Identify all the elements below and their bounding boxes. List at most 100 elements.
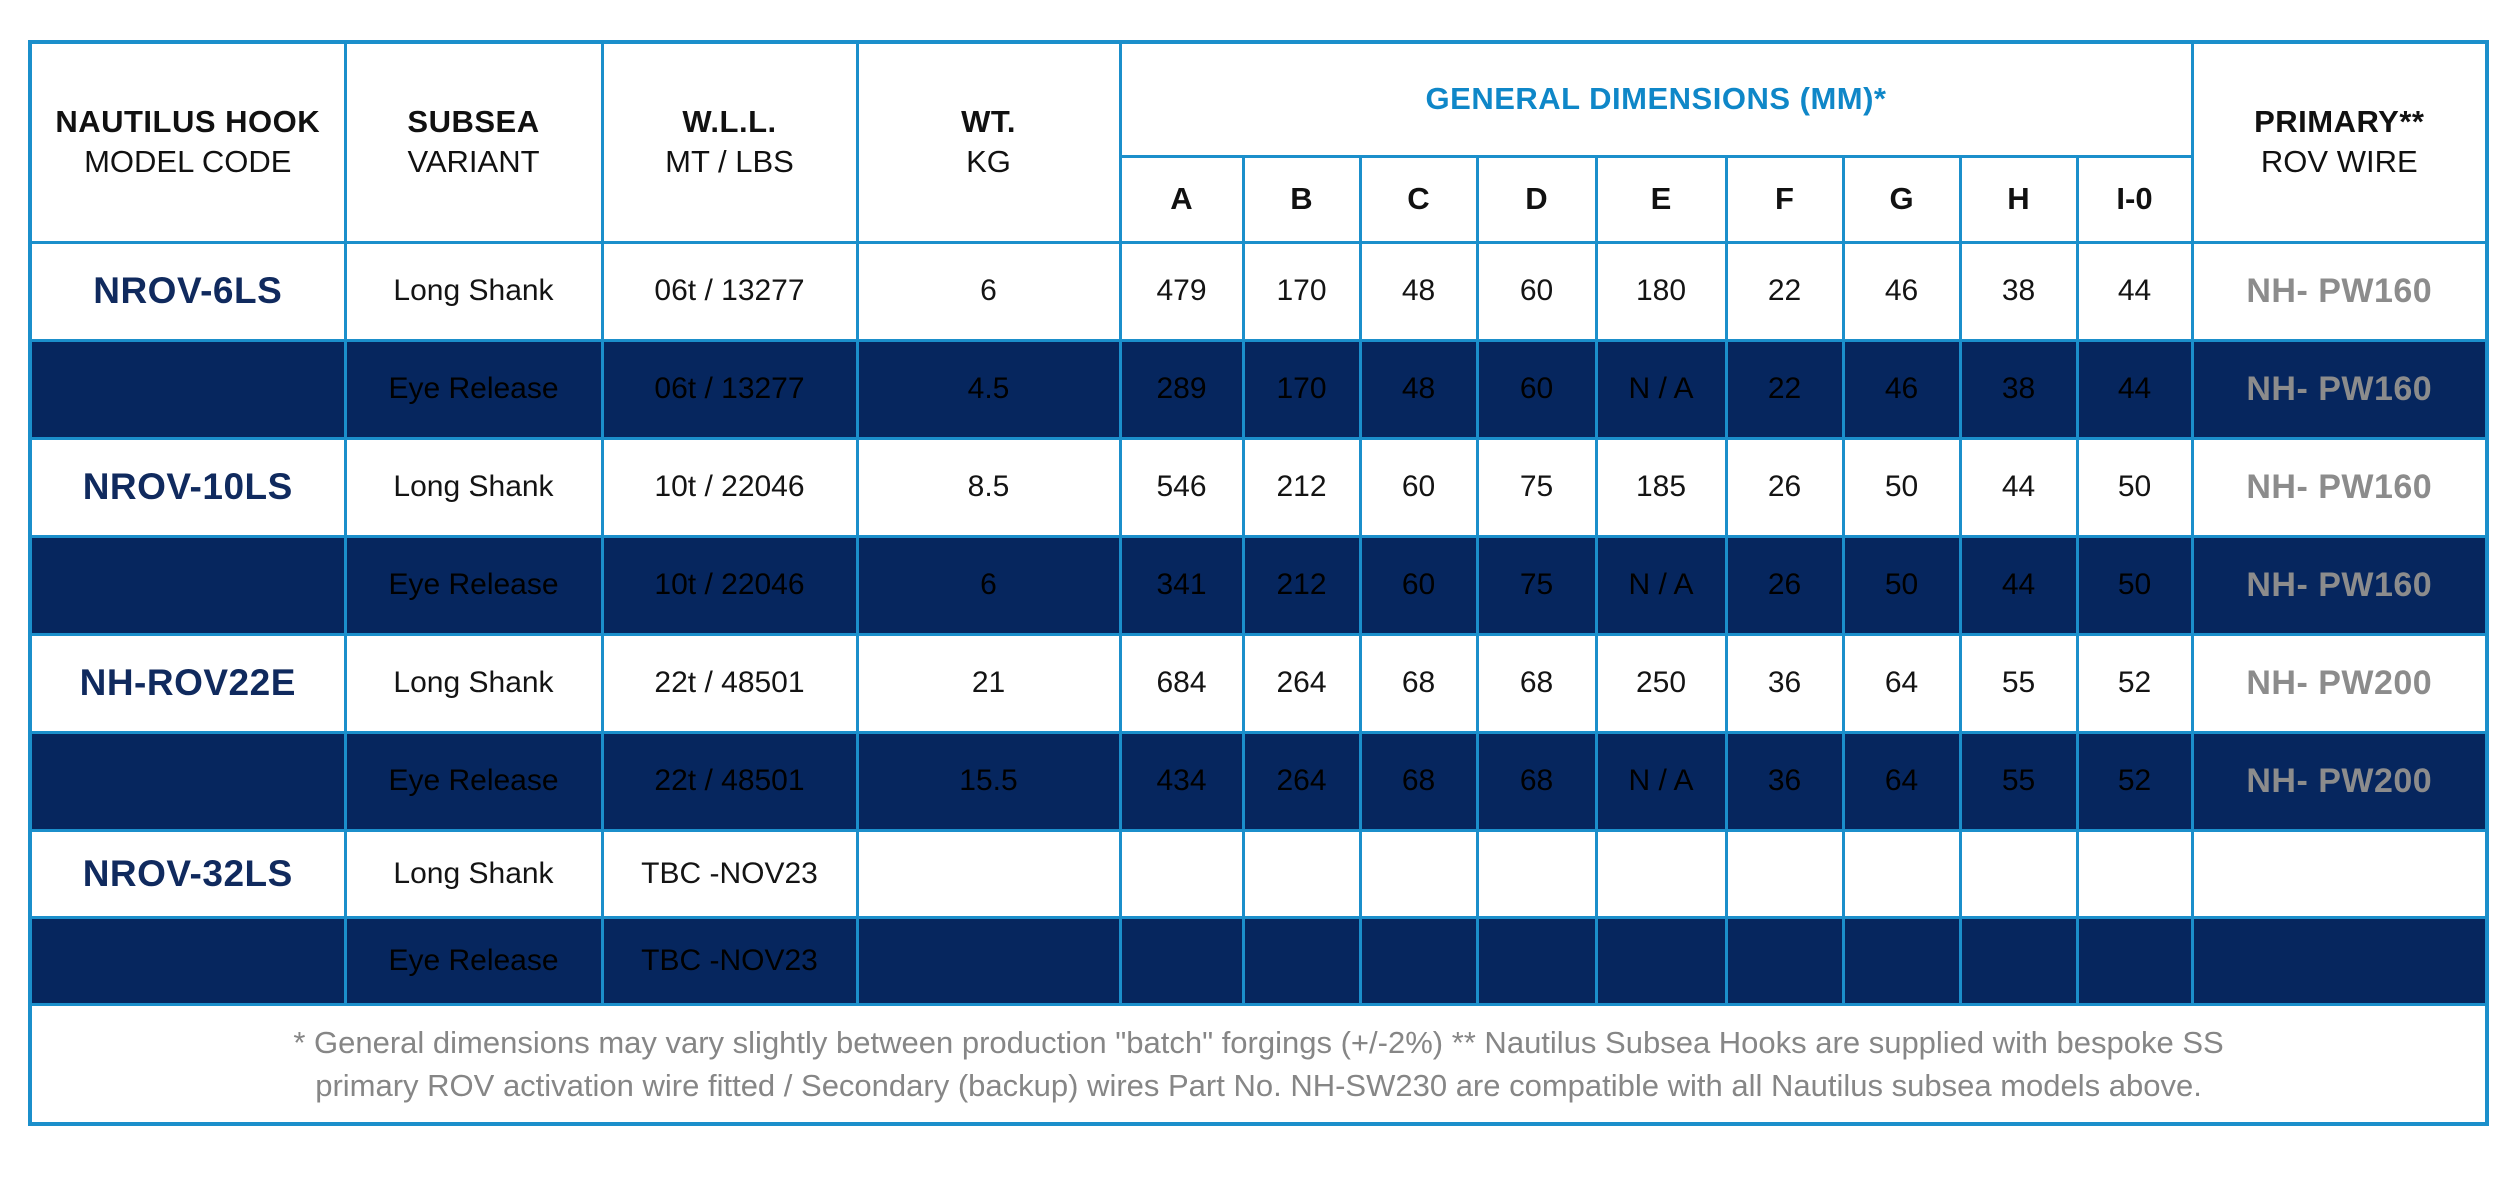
- cell-dim-h: 44: [1958, 534, 2079, 636]
- cell-dim-d: 68: [1475, 632, 1598, 734]
- cell-rov-wire: [2190, 915, 2489, 1006]
- cell-dim-c: 48: [1358, 338, 1479, 440]
- cell-rov-wire: NH- PW160: [2190, 534, 2489, 636]
- cell-dim-c: 68: [1358, 730, 1479, 832]
- cell-dim-a: 341: [1118, 534, 1245, 636]
- cell-model-code: [28, 338, 347, 440]
- cell-dim-e: 185: [1594, 436, 1728, 538]
- table-header: NAUTILUS HOOK MODEL CODE SUBSEA VARIANT …: [28, 40, 2489, 244]
- cell-dim-h: 38: [1958, 240, 2079, 342]
- cell-dim-g: [1841, 915, 1962, 1006]
- header-subsea-line1: SUBSEA: [407, 104, 540, 140]
- cell-model-code: [28, 915, 347, 1006]
- cell-wll: TBC -NOV23: [600, 828, 859, 919]
- header-dim-f: F: [1724, 154, 1845, 244]
- spec-table-container: NAUTILUS HOOK MODEL CODE SUBSEA VARIANT …: [28, 40, 2490, 1126]
- header-wt-line1: WT.: [961, 104, 1016, 140]
- cell-dim-e: N / A: [1594, 730, 1728, 832]
- header-model-code-line2: MODEL CODE: [84, 144, 292, 180]
- cell-dim-e: N / A: [1594, 338, 1728, 440]
- cell-variant: Eye Release: [343, 534, 604, 636]
- header-dim-i0: I-0: [2075, 154, 2194, 244]
- header-wt: WT. KG: [855, 40, 1122, 244]
- cell-dim-f: 26: [1724, 436, 1845, 538]
- cell-wt: 21: [855, 632, 1122, 734]
- cell-rov-wire: [2190, 828, 2489, 919]
- cell-wt: 15.5: [855, 730, 1122, 832]
- cell-model-code: NH-ROV22E: [28, 632, 347, 734]
- cell-dim-f: [1724, 828, 1845, 919]
- cell-variant: Long Shank: [343, 436, 604, 538]
- header-dim-e: E: [1594, 154, 1728, 244]
- header-wll-line1: W.L.L.: [682, 104, 777, 140]
- header-dim-a: A: [1118, 154, 1245, 244]
- cell-dim-f: 26: [1724, 534, 1845, 636]
- cell-wll: 10t / 22046: [600, 436, 859, 538]
- cell-wt: 6: [855, 534, 1122, 636]
- table-row: NROV-10LS Long Shank 10t / 22046 8.5 546…: [28, 436, 2489, 538]
- cell-dim-g: 46: [1841, 240, 1962, 342]
- cell-rov-wire: NH- PW160: [2190, 338, 2489, 440]
- table-row: Eye Release TBC -NOV23: [28, 915, 2489, 1006]
- cell-model-code: [28, 534, 347, 636]
- cell-dim-g: 50: [1841, 436, 1962, 538]
- cell-dim-c: [1358, 915, 1479, 1006]
- cell-dim-h: 38: [1958, 338, 2079, 440]
- cell-wll: 22t / 48501: [600, 730, 859, 832]
- cell-dim-g: 64: [1841, 632, 1962, 734]
- cell-dim-d: 75: [1475, 534, 1598, 636]
- cell-dim-f: 36: [1724, 730, 1845, 832]
- cell-variant: Long Shank: [343, 828, 604, 919]
- cell-dim-c: [1358, 828, 1479, 919]
- cell-rov-wire: NH- PW200: [2190, 730, 2489, 832]
- cell-dim-i0: [2075, 828, 2194, 919]
- cell-dim-g: [1841, 828, 1962, 919]
- cell-dim-g: 50: [1841, 534, 1962, 636]
- cell-dim-b: 170: [1241, 240, 1362, 342]
- cell-variant: Eye Release: [343, 915, 604, 1006]
- header-row-dim-letters: A B C D E F G H I-0: [30, 154, 2487, 244]
- cell-dim-d: 68: [1475, 730, 1598, 832]
- header-dim-c: C: [1358, 154, 1479, 244]
- footnote-line-2: primary ROV activation wire fitted / Sec…: [315, 1067, 2202, 1103]
- cell-dim-b: [1241, 828, 1362, 919]
- cell-wt: [855, 828, 1122, 919]
- cell-rov-wire: NH- PW160: [2190, 436, 2489, 538]
- cell-dim-e: 250: [1594, 632, 1728, 734]
- header-model-code: NAUTILUS HOOK MODEL CODE: [28, 40, 347, 244]
- cell-dim-f: 22: [1724, 338, 1845, 440]
- table-row: Eye Release 06t / 13277 4.5 289 170 48 6…: [28, 338, 2489, 440]
- cell-dim-i0: 52: [2075, 632, 2194, 734]
- cell-dim-i0: [2075, 915, 2194, 1006]
- header-primary-line1: PRIMARY**: [2254, 104, 2425, 140]
- cell-wt: 8.5: [855, 436, 1122, 538]
- cell-variant: Long Shank: [343, 632, 604, 734]
- cell-dim-i0: 50: [2075, 436, 2194, 538]
- header-dim-h: H: [1958, 154, 2079, 244]
- cell-dim-d: [1475, 828, 1598, 919]
- cell-dim-h: 44: [1958, 436, 2079, 538]
- cell-rov-wire: NH- PW200: [2190, 632, 2489, 734]
- table-row: Eye Release 22t / 48501 15.5 434 264 68 …: [28, 730, 2489, 832]
- header-dim-g: G: [1841, 154, 1962, 244]
- cell-dim-d: [1475, 915, 1598, 1006]
- cell-model-code: NROV-32LS: [28, 828, 347, 919]
- header-general-dimensions: GENERAL DIMENSIONS (MM)*: [1118, 40, 2194, 158]
- cell-variant: Long Shank: [343, 240, 604, 342]
- cell-dim-c: 60: [1358, 534, 1479, 636]
- header-dim-b: B: [1241, 154, 1362, 244]
- header-subsea-variant: SUBSEA VARIANT: [343, 40, 604, 244]
- cell-dim-e: N / A: [1594, 534, 1728, 636]
- cell-dim-b: 170: [1241, 338, 1362, 440]
- cell-dim-e: [1594, 828, 1728, 919]
- cell-dim-h: [1958, 828, 2079, 919]
- cell-dim-i0: 52: [2075, 730, 2194, 832]
- header-wt-line2: KG: [966, 144, 1011, 180]
- cell-dim-c: 60: [1358, 436, 1479, 538]
- cell-dim-h: [1958, 915, 2079, 1006]
- header-row-top: NAUTILUS HOOK MODEL CODE SUBSEA VARIANT …: [28, 40, 2489, 244]
- cell-dim-a: 684: [1118, 632, 1245, 734]
- cell-dim-g: 46: [1841, 338, 1962, 440]
- cell-rov-wire: NH- PW160: [2190, 240, 2489, 342]
- header-wll-line2: MT / LBS: [665, 144, 794, 180]
